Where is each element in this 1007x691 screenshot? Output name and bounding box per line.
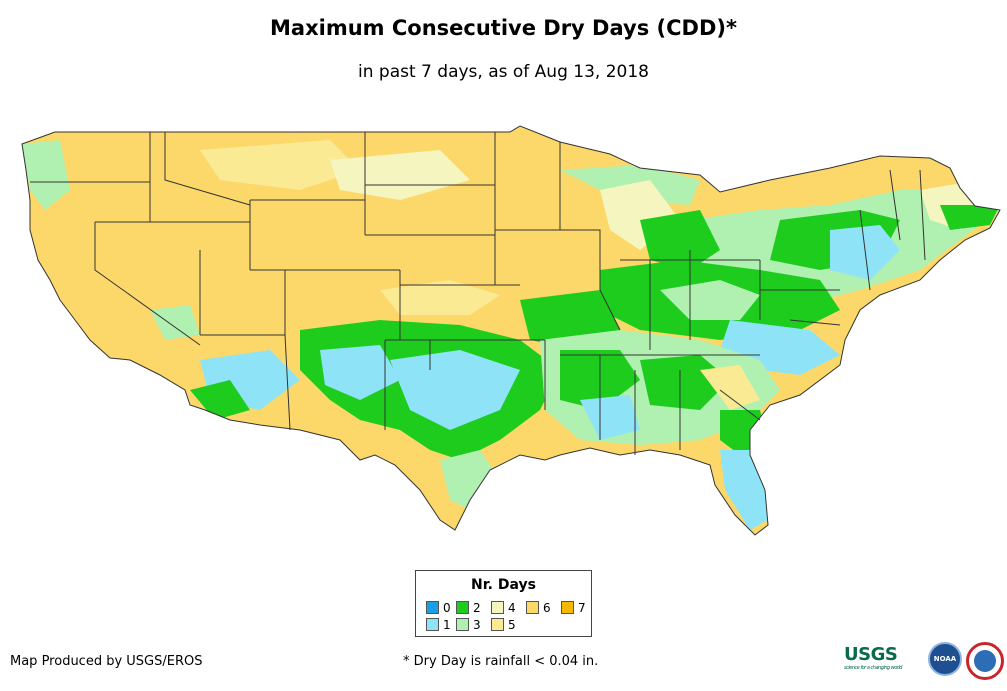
legend-swatch xyxy=(456,618,469,631)
cdd-map xyxy=(21,125,1001,536)
map-title: Maximum Consecutive Dry Days (CDD)* xyxy=(270,16,737,40)
legend-item-6: 6 xyxy=(526,601,551,614)
usgs-logo: USGS science for a changing world xyxy=(844,644,902,671)
legend-swatch xyxy=(426,618,439,631)
legend-swatch xyxy=(561,601,574,614)
legend-title: Nr. Days xyxy=(471,577,536,593)
noaa-logo: NOAA xyxy=(928,642,962,676)
credit-text: Map Produced by USGS/EROS xyxy=(10,654,203,669)
legend-item-5: 5 xyxy=(491,618,516,631)
legend: Nr. Days 0 1 2 3 4 5 6 7 xyxy=(415,570,592,637)
nws-emblem-icon xyxy=(974,650,996,672)
legend-swatch xyxy=(456,601,469,614)
legend-item-2: 2 xyxy=(456,601,481,614)
dry-day-note: * Dry Day is rainfall < 0.04 in. xyxy=(403,654,599,669)
legend-item-0: 0 xyxy=(426,601,451,614)
map-subtitle: in past 7 days, as of Aug 13, 2018 xyxy=(358,62,649,82)
legend-item-3: 3 xyxy=(456,618,481,631)
legend-swatch xyxy=(526,601,539,614)
cdd-raster xyxy=(22,126,1000,535)
legend-item-7: 7 xyxy=(561,601,586,614)
agency-logos: USGS science for a changing world NOAA xyxy=(840,638,1005,680)
legend-item-4: 4 xyxy=(491,601,516,614)
legend-swatch xyxy=(491,601,504,614)
state-borders xyxy=(21,125,1001,536)
legend-swatch xyxy=(426,601,439,614)
legend-item-1: 1 xyxy=(426,618,451,631)
legend-swatch xyxy=(491,618,504,631)
nws-logo xyxy=(966,642,1004,680)
